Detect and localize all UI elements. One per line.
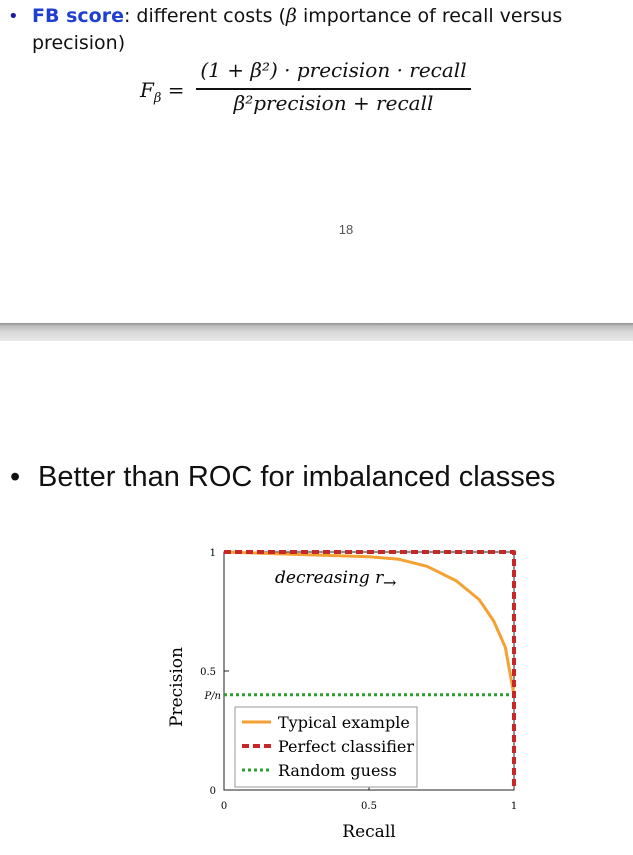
f-beta-formula: Fβ = (1 + β²) · precision · recall β²pre… <box>140 58 480 118</box>
formula-lhs: Fβ = <box>140 78 185 106</box>
formula-numerator: (1 + β²) · precision · recall <box>200 58 467 82</box>
formula-f: F <box>140 78 154 102</box>
formula-denominator: β²precision + recall <box>233 91 434 115</box>
bullet-text: FB score: different costs (β importance … <box>32 3 612 57</box>
roc-bullet-text: Better than ROC for imbalanced classes <box>38 461 556 493</box>
bullet-dot: • <box>8 6 19 27</box>
bottom-slide: • Better than ROC for imbalanced classes <box>0 341 633 855</box>
bullet-text-part: importance of recall versus precision) <box>32 5 563 54</box>
slide-divider <box>0 323 633 341</box>
bullet-text-part: : different costs ( <box>123 5 286 27</box>
beta-symbol: β <box>285 5 297 27</box>
bullet-dot: • <box>10 461 21 493</box>
fraction-bar <box>196 88 471 90</box>
top-slide: • FB score: different costs (β importanc… <box>0 0 633 323</box>
page-number: 18 <box>338 222 354 237</box>
formula-equals: = <box>167 78 185 102</box>
formula-subscript: β <box>153 91 162 106</box>
fb-score-term: FB score <box>32 5 124 27</box>
